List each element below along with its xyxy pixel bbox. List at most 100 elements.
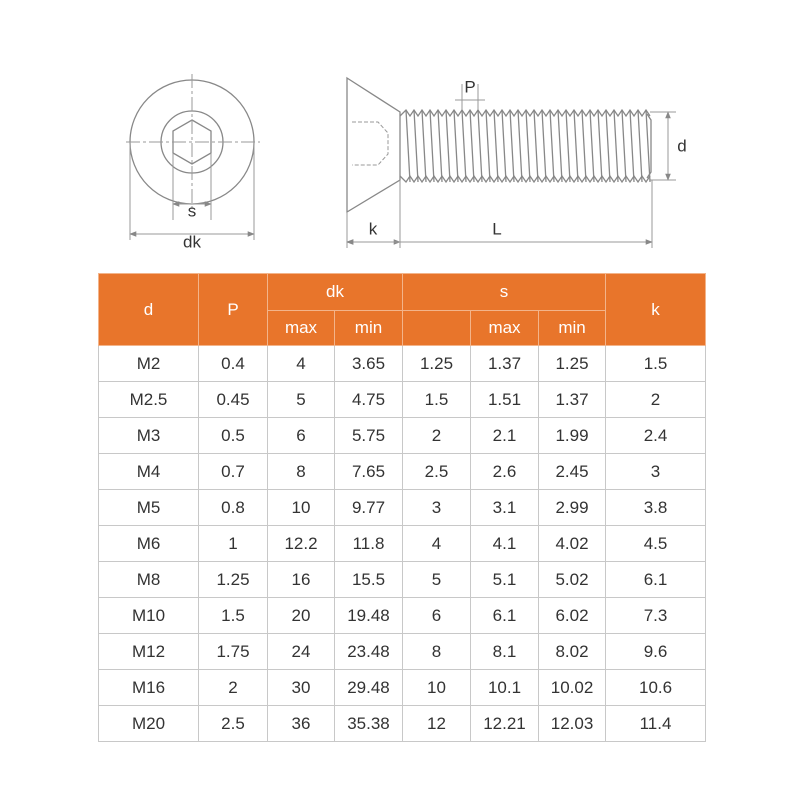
table-cell: 12.03 [537, 705, 607, 742]
table-cell: 20 [267, 597, 335, 634]
table-cell: 1.25 [537, 345, 607, 382]
label-s: s [188, 201, 197, 220]
header-cell: max [470, 310, 539, 346]
table-cell: 2 [402, 417, 471, 454]
table-cell: 4.5 [605, 525, 707, 562]
table-cell: 3.65 [334, 345, 403, 382]
table-cell: 0.8 [198, 489, 268, 526]
table-cell: 8.02 [537, 633, 607, 670]
table-cell: 6 [402, 597, 471, 634]
table-cell: 0.5 [198, 417, 268, 454]
table-row: M12 1.75 24 23.48 8 8.1 8.02 9.6 [98, 633, 707, 670]
table-cell: 23.48 [334, 633, 403, 670]
table-cell: 1.51 [470, 381, 539, 418]
table-cell: 0.45 [198, 381, 268, 418]
table-cell: 3 [605, 453, 707, 490]
table-cell: 4 [402, 525, 471, 562]
table-cell: 9.77 [334, 489, 403, 526]
table-cell: M6 [98, 525, 199, 562]
label-d: d [677, 136, 686, 155]
label-p: P [464, 77, 475, 96]
table-cell: 3 [402, 489, 471, 526]
table-cell: 2.5 [402, 453, 471, 490]
table-cell: 2.5 [198, 705, 268, 742]
table-cell: 5.02 [537, 561, 607, 598]
header-cell: min [334, 310, 403, 346]
table-cell: 0.7 [198, 453, 268, 490]
table-cell: 1.25 [402, 345, 471, 382]
table-cell: 11.4 [605, 705, 707, 742]
table-cell: 29.48 [334, 669, 403, 706]
header-cell [402, 310, 471, 346]
header-cell: d [98, 273, 199, 346]
table-cell: M2.5 [98, 381, 199, 418]
table-cell: 10.02 [537, 669, 607, 706]
table-cell: 5 [402, 561, 471, 598]
table-cell: 7.3 [605, 597, 707, 634]
table-cell: 24 [267, 633, 335, 670]
label-k: k [369, 219, 378, 238]
table-cell: 7.65 [334, 453, 403, 490]
table-cell: 1.37 [537, 381, 607, 418]
table-cell: 0.4 [198, 345, 268, 382]
table-cell: 8.1 [470, 633, 539, 670]
table-cell: 35.38 [334, 705, 403, 742]
table-cell: 6.1 [470, 597, 539, 634]
table-cell: M16 [98, 669, 199, 706]
table-row: M4 0.7 8 7.65 2.5 2.6 2.45 3 [98, 453, 707, 490]
table-cell: 8 [267, 453, 335, 490]
table-cell: 1.5 [198, 597, 268, 634]
table-cell: 9.6 [605, 633, 707, 670]
table-cell: 5.75 [334, 417, 403, 454]
thread-bottom [399, 174, 651, 184]
table-cell: M8 [98, 561, 199, 598]
table-cell: M5 [98, 489, 199, 526]
table-row: M10 1.5 20 19.48 6 6.1 6.02 7.3 [98, 597, 707, 634]
table-cell: 5.1 [470, 561, 539, 598]
thread-lines [405, 109, 651, 183]
table-cell: 10 [402, 669, 471, 706]
label-l: L [492, 219, 501, 238]
table-row: M20 2.5 36 35.38 12 12.21 12.03 11.4 [98, 705, 707, 742]
table-cell: 4.02 [537, 525, 607, 562]
header-cell: k [605, 273, 707, 346]
table-cell: 3.8 [605, 489, 707, 526]
table-cell: 19.48 [334, 597, 403, 634]
table-cell: 2.1 [470, 417, 539, 454]
side-view: P d k L [346, 76, 687, 248]
label-dk: dk [183, 232, 201, 251]
header-cell: max [267, 310, 335, 346]
top-view: s dk [126, 74, 260, 251]
table-cell: 11.8 [334, 525, 403, 562]
table-cell: 12 [402, 705, 471, 742]
table-cell: 10 [267, 489, 335, 526]
table-cell: M20 [98, 705, 199, 742]
table-cell: 2 [198, 669, 268, 706]
table-cell: 2.4 [605, 417, 707, 454]
screw-drawing: s dk P d k L [126, 74, 687, 251]
table-row: M5 0.8 10 9.77 3 3.1 2.99 3.8 [98, 489, 707, 526]
table-cell: 1 [198, 525, 268, 562]
table-row: M8 1.25 16 15.5 5 5.1 5.02 6.1 [98, 561, 707, 598]
table-cell: 12.2 [267, 525, 335, 562]
table-cell: M10 [98, 597, 199, 634]
table-cell: M3 [98, 417, 199, 454]
table-cell: 1.75 [198, 633, 268, 670]
table-cell: 12.21 [470, 705, 539, 742]
header-cell: P [198, 273, 268, 346]
table-cell: 15.5 [334, 561, 403, 598]
table-row: M2.5 0.45 5 4.75 1.5 1.51 1.37 2 [98, 381, 707, 418]
table-cell: 1.5 [605, 345, 707, 382]
table-cell: 16 [267, 561, 335, 598]
table-row: M3 0.5 6 5.75 2 2.1 1.99 2.4 [98, 417, 707, 454]
table-cell: 10.1 [470, 669, 539, 706]
table-cell: 6.1 [605, 561, 707, 598]
table-cell: 5 [267, 381, 335, 418]
table-row: M2 0.4 4 3.65 1.25 1.37 1.25 1.5 [98, 345, 707, 382]
table-cell: 6.02 [537, 597, 607, 634]
table-cell: 4 [267, 345, 335, 382]
table-cell: 3.1 [470, 489, 539, 526]
table-cell: 10.6 [605, 669, 707, 706]
thread-end [646, 113, 652, 179]
